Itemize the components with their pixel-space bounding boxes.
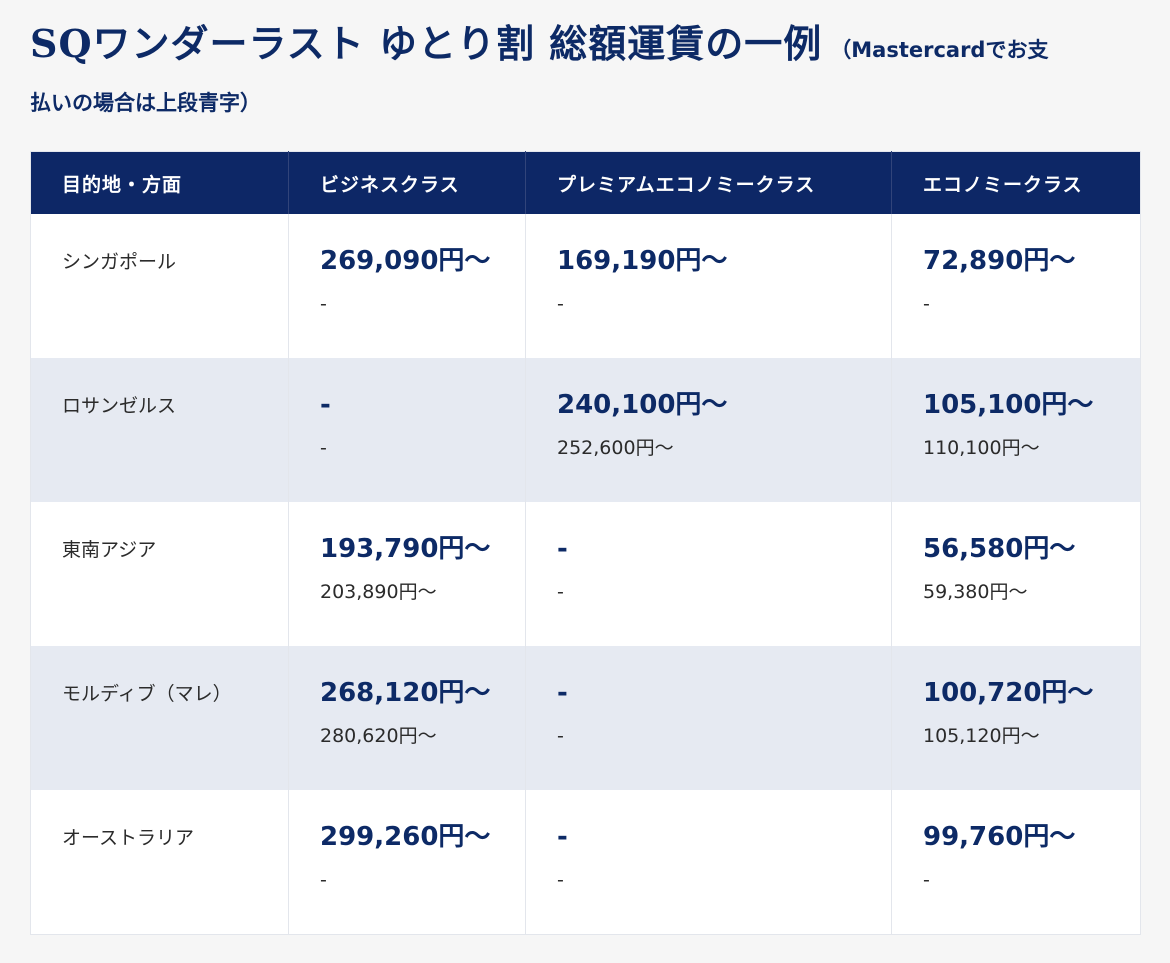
fare-mastercard: - [320,390,331,420]
table-row: 東南アジア 193,790円〜 203,890円〜 -- 56,580円〜 59,3… [30,502,1141,646]
destination-cell: オーストラリア [30,790,289,934]
fare-mastercard: - [557,822,568,852]
fare-mastercard: - [557,534,568,564]
fare-mastercard: 72,890円〜 [923,246,1076,276]
fare-regular: - [923,293,930,315]
premium-fare-cell: -- [525,646,892,790]
economy-fare-cell: 100,720円〜 105,120円〜 [891,646,1141,790]
premium-fare-cell: -- [525,790,892,934]
fare-regular: - [923,869,930,891]
fare-regular: 105,120円〜 [923,725,1040,747]
destination-cell: シンガポール [30,214,289,358]
payment-note-continued: 払いの場合は上段青字） [30,91,261,115]
page-title: SQワンダーラスト ゆとり割 総額運賃の一例 [30,21,823,66]
fare-mastercard: 56,580円〜 [923,534,1076,564]
fare-mastercard: 105,100円〜 [923,390,1094,420]
fare-regular: - [557,725,564,747]
fare-table-body: シンガポール 269,090円〜 - 169,190円〜 - 72,890円〜 - ロ… [30,214,1141,934]
fare-mastercard: 240,100円〜 [557,390,728,420]
fare-regular: - [557,581,564,603]
premium-fare-cell: 240,100円〜 252,600円〜 [525,358,892,502]
economy-fare-cell: 105,100円〜 110,100円〜 [891,358,1141,502]
column-header-economy: エコノミークラス [891,151,1141,214]
fare-regular: 280,620円〜 [320,725,437,747]
fare-mastercard: 99,760円〜 [923,822,1076,852]
fare-mastercard: 269,090円〜 [320,246,491,276]
fare-regular: - [320,437,327,459]
destination-cell: 東南アジア [30,502,289,646]
fare-regular: 203,890円〜 [320,581,437,603]
fare-regular: 59,380円〜 [923,581,1028,603]
premium-fare-cell: -- [525,502,892,646]
column-header-premium-economy: プレミアムエコノミークラス [525,151,892,214]
economy-fare-cell: 56,580円〜 59,380円〜 [891,502,1141,646]
table-row: シンガポール 269,090円〜 - 169,190円〜 - 72,890円〜 - [30,214,1141,358]
destination-cell: モルディブ（マレ） [30,646,289,790]
business-fare-cell: 299,260円〜 - [288,790,526,934]
fare-mastercard: 100,720円〜 [923,678,1094,708]
business-fare-cell: 268,120円〜 280,620円〜 [288,646,526,790]
business-fare-cell: -- [288,358,526,502]
fare-regular: - [557,869,564,891]
premium-fare-cell: 169,190円〜 - [525,214,892,358]
fare-mastercard: 268,120円〜 [320,678,491,708]
fare-table: 目的地・方面 ビジネスクラス プレミアムエコノミークラス エコノミークラス シン… [30,151,1141,935]
table-row: ロサンゼルス -- 240,100円〜 252,600円〜 105,100円〜 11… [30,358,1141,502]
fare-table-header: 目的地・方面 ビジネスクラス プレミアムエコノミークラス エコノミークラス [30,151,1141,214]
economy-fare-cell: 99,760円〜 - [891,790,1141,934]
business-fare-cell: 193,790円〜 203,890円〜 [288,502,526,646]
column-header-business: ビジネスクラス [288,151,526,214]
fare-regular: - [320,293,327,315]
page-heading: SQワンダーラスト ゆとり割 総額運賃の一例 （Mastercardでお支 払いの… [30,14,1140,128]
fare-mastercard: 169,190円〜 [557,246,728,276]
table-row: モルディブ（マレ） 268,120円〜 280,620円〜 -- 100,720円… [30,646,1141,790]
economy-fare-cell: 72,890円〜 - [891,214,1141,358]
fare-regular: 110,100円〜 [923,437,1040,459]
payment-note: （Mastercardでお支 [830,38,1049,62]
fare-mastercard: - [557,678,568,708]
column-header-destination: 目的地・方面 [30,151,289,214]
business-fare-cell: 269,090円〜 - [288,214,526,358]
table-row: オーストラリア 299,260円〜 - -- 99,760円〜 - [30,790,1141,934]
fare-regular: 252,600円〜 [557,437,674,459]
fare-mastercard: 193,790円〜 [320,534,491,564]
fare-mastercard: 299,260円〜 [320,822,491,852]
destination-cell: ロサンゼルス [30,358,289,502]
fare-regular: - [557,293,564,315]
fare-regular: - [320,869,327,891]
